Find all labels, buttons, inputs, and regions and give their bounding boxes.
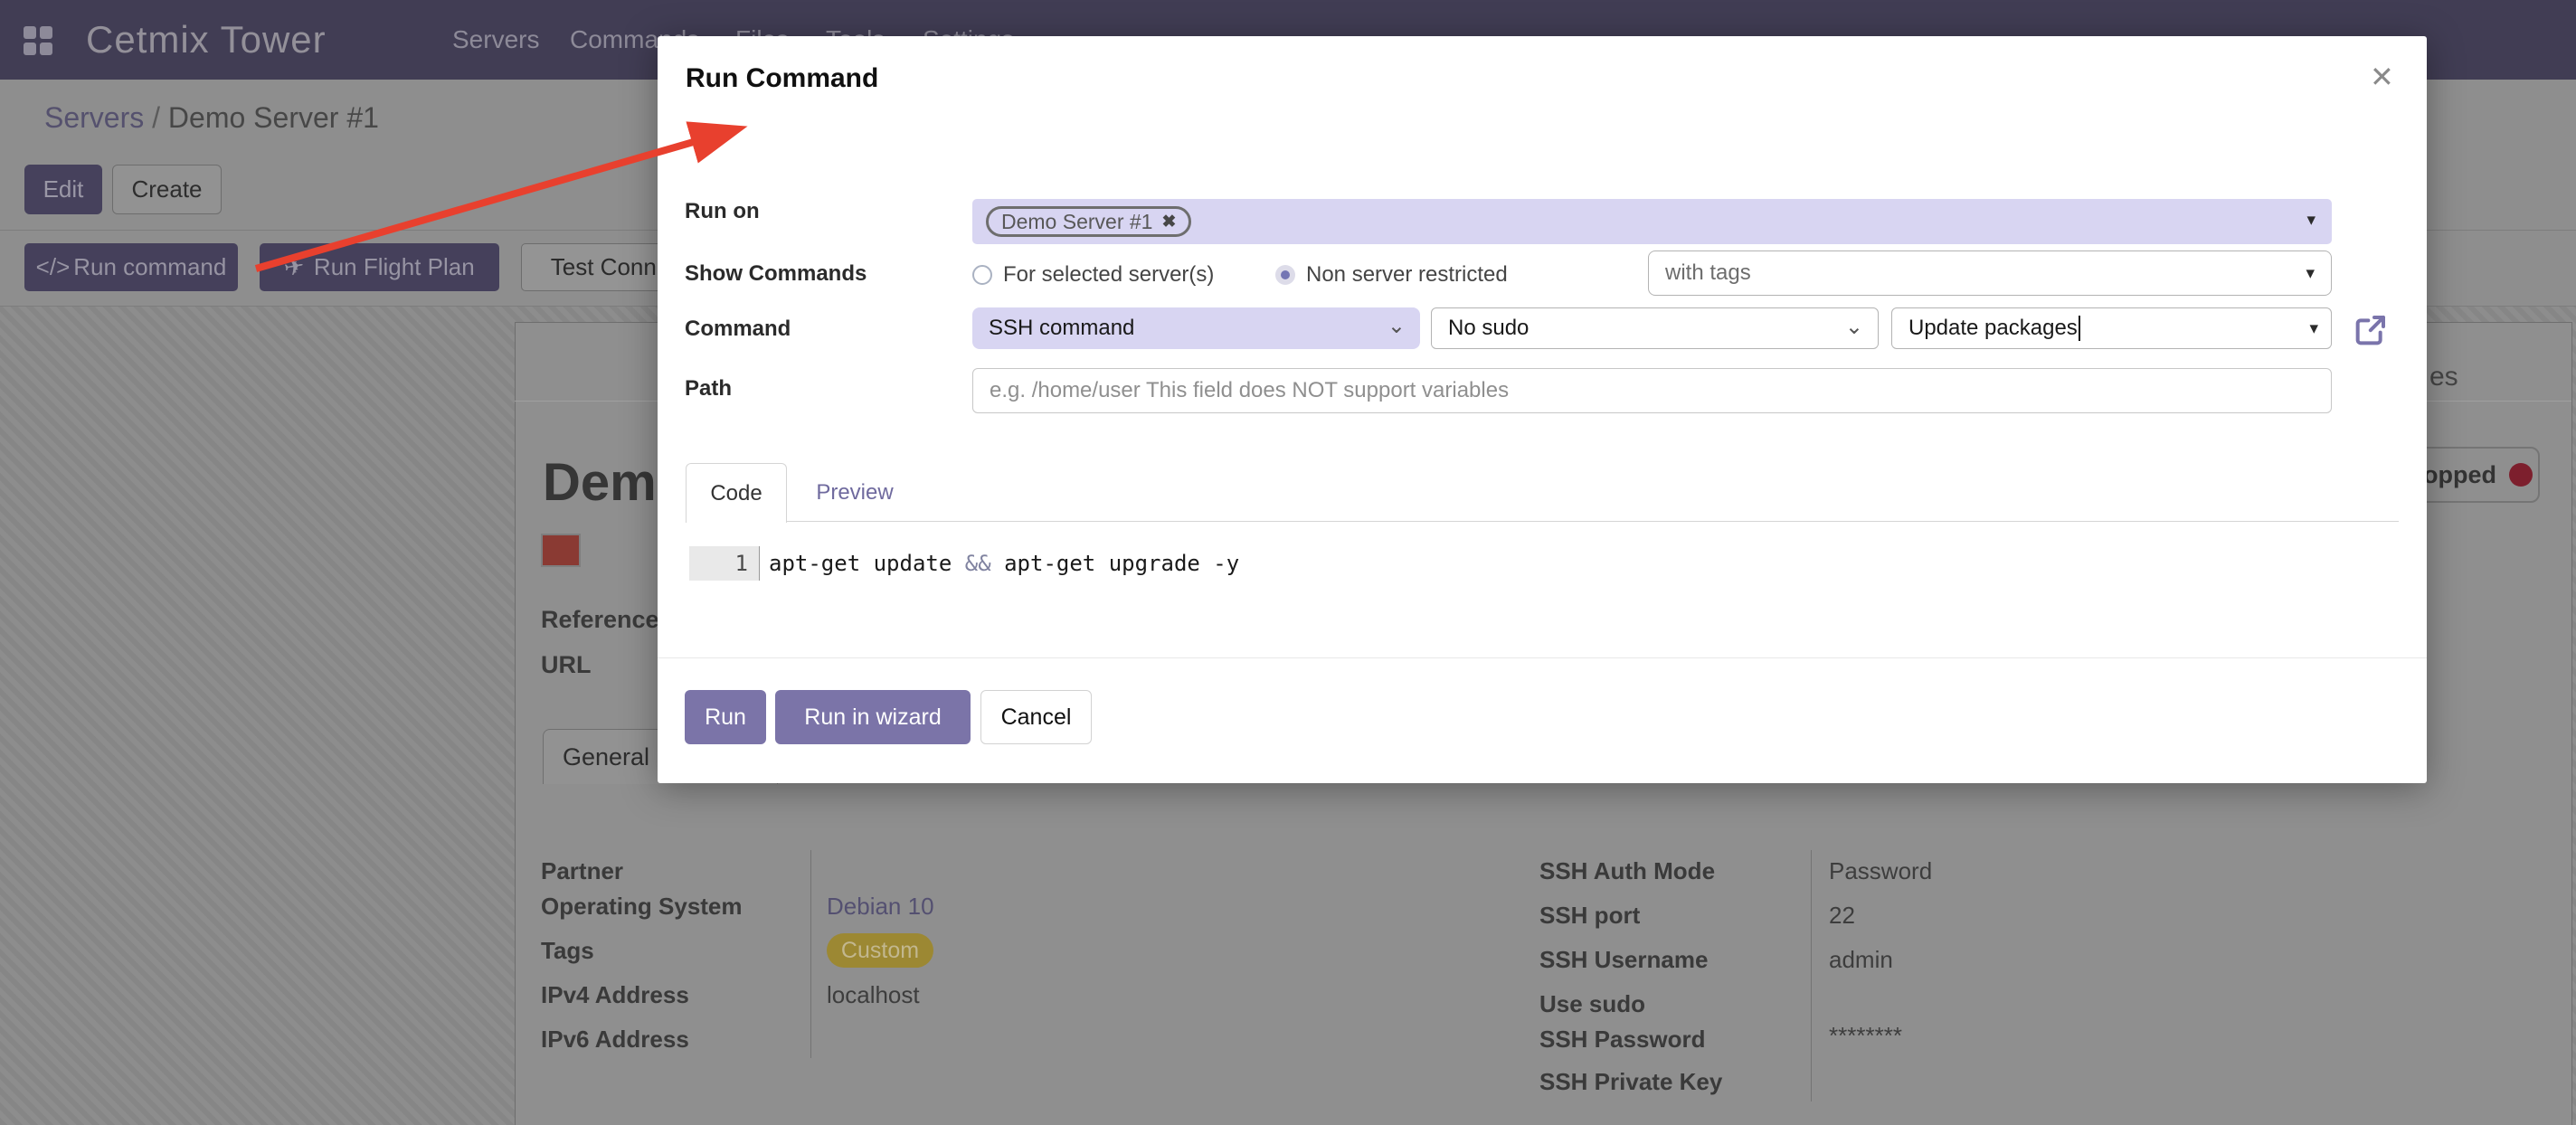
path-input[interactable]	[972, 368, 2332, 413]
ssh-username-value: admin	[1829, 946, 1893, 973]
server-tag-label: Demo Server #1	[1001, 209, 1153, 233]
operating-system-label: Operating System	[541, 893, 743, 920]
status-dot-icon	[2509, 463, 2533, 487]
radio-for-selected-servers-label[interactable]: For selected server(s)	[1003, 262, 1215, 287]
chevron-down-icon: ▾	[2306, 264, 2315, 283]
command-type-value: SSH command	[989, 316, 1135, 340]
tab-code[interactable]: Code	[686, 463, 787, 523]
modal-footer-divider	[658, 657, 2427, 658]
chevron-down-icon: ⌄	[1387, 314, 1406, 338]
server-tag[interactable]: Demo Server #1 ✖	[986, 206, 1192, 237]
run-command-modal: Run Command ✕ Run on Demo Server #1 ✖ ▾ …	[658, 36, 2427, 783]
tag-remove-icon[interactable]: ✖	[1161, 212, 1177, 232]
code-editor-line[interactable]: 1 apt-get update && apt-get upgrade -y	[689, 546, 1239, 581]
ssh-auth-mode-label: SSH Auth Mode	[1539, 857, 1716, 884]
plane-icon: ✈	[281, 251, 308, 282]
chevron-down-icon: ⌄	[1844, 315, 1863, 339]
ssh-password-value: ********	[1829, 1022, 1902, 1049]
run-flight-plan-label: Run Flight Plan	[313, 253, 475, 280]
ipv4-label: IPv4 Address	[541, 981, 689, 1008]
command-label: Command	[685, 317, 791, 341]
ssh-auth-mode-value: Password	[1829, 857, 1933, 884]
breadcrumb: Servers / Demo Server #1	[44, 101, 379, 135]
command-type-select[interactable]: SSH command ⌄	[972, 307, 1420, 349]
url-label: URL	[541, 651, 592, 678]
sudo-value: No sudo	[1448, 316, 1530, 340]
nav-item-servers[interactable]: Servers	[452, 25, 540, 53]
apps-grid-icon[interactable]	[24, 26, 52, 55]
ssh-private-key-label: SSH Private Key	[1539, 1068, 1723, 1095]
breadcrumb-current: Demo Server #1	[167, 101, 379, 134]
chevron-down-icon: ▾	[2309, 319, 2318, 338]
ssh-password-label: SSH Password	[1539, 1026, 1706, 1053]
code-icon: </>	[35, 253, 71, 280]
with-tags-select[interactable]: with tags ▾	[1648, 251, 2332, 296]
code-content: apt-get update && apt-get upgrade -y	[769, 551, 1240, 576]
run-on-label: Run on	[685, 199, 760, 223]
partner-label: Partner	[541, 857, 624, 884]
edit-button[interactable]: Edit	[24, 165, 102, 214]
reference-label: Reference	[541, 606, 659, 633]
command-name-input[interactable]: Update packages ▾	[1891, 307, 2332, 349]
ipv4-value: localhost	[827, 981, 920, 1008]
ssh-port-label: SSH port	[1539, 902, 1641, 929]
ssh-username-label: SSH Username	[1539, 946, 1709, 973]
statusbar-text-fragment: es	[2429, 362, 2458, 392]
chevron-down-icon[interactable]: ▾	[2306, 211, 2316, 230]
run-on-field[interactable]: Demo Server #1 ✖ ▾	[972, 199, 2332, 244]
run-command-button[interactable]: </> Run command	[24, 243, 238, 291]
with-tags-value: with tags	[1665, 260, 1751, 285]
column-separator	[810, 850, 811, 1058]
use-sudo-label: Use sudo	[1539, 990, 1646, 1017]
command-name-value: Update packages	[1908, 316, 2078, 340]
path-label: Path	[685, 376, 733, 401]
run-in-wizard-button[interactable]: Run in wizard	[775, 690, 971, 744]
operating-system-value[interactable]: Debian 10	[827, 893, 934, 920]
tags-label: Tags	[541, 937, 594, 964]
ipv6-label: IPv6 Address	[541, 1026, 689, 1053]
run-flight-plan-button[interactable]: ✈ Run Flight Plan	[260, 243, 499, 291]
breadcrumb-servers-link[interactable]: Servers	[44, 101, 145, 134]
run-button[interactable]: Run	[685, 690, 766, 744]
server-color-swatch	[541, 534, 581, 567]
sudo-select[interactable]: No sudo ⌄	[1431, 307, 1879, 349]
breadcrumb-separator: /	[152, 101, 168, 134]
radio-for-selected-servers[interactable]	[972, 265, 992, 285]
close-icon[interactable]: ✕	[2370, 61, 2394, 93]
modal-title: Run Command	[686, 63, 879, 93]
radio-non-server-restricted[interactable]	[1275, 265, 1295, 285]
line-number: 1	[689, 546, 760, 581]
ssh-port-value: 22	[1829, 902, 1855, 929]
text-cursor	[2078, 316, 2080, 341]
cancel-button[interactable]: Cancel	[980, 690, 1092, 744]
tag-custom-badge: Custom	[827, 933, 933, 968]
external-link-icon[interactable]	[2352, 313, 2388, 349]
radio-non-server-restricted-label[interactable]: Non server restricted	[1306, 262, 1508, 287]
create-button[interactable]: Create	[112, 165, 222, 214]
run-command-label: Run command	[73, 253, 227, 280]
column-separator	[1811, 850, 1812, 1101]
tab-preview[interactable]: Preview	[816, 479, 894, 505]
app-brand[interactable]: Cetmix Tower	[86, 18, 327, 61]
tabs-underline	[686, 521, 2399, 522]
show-commands-label: Show Commands	[685, 261, 867, 286]
